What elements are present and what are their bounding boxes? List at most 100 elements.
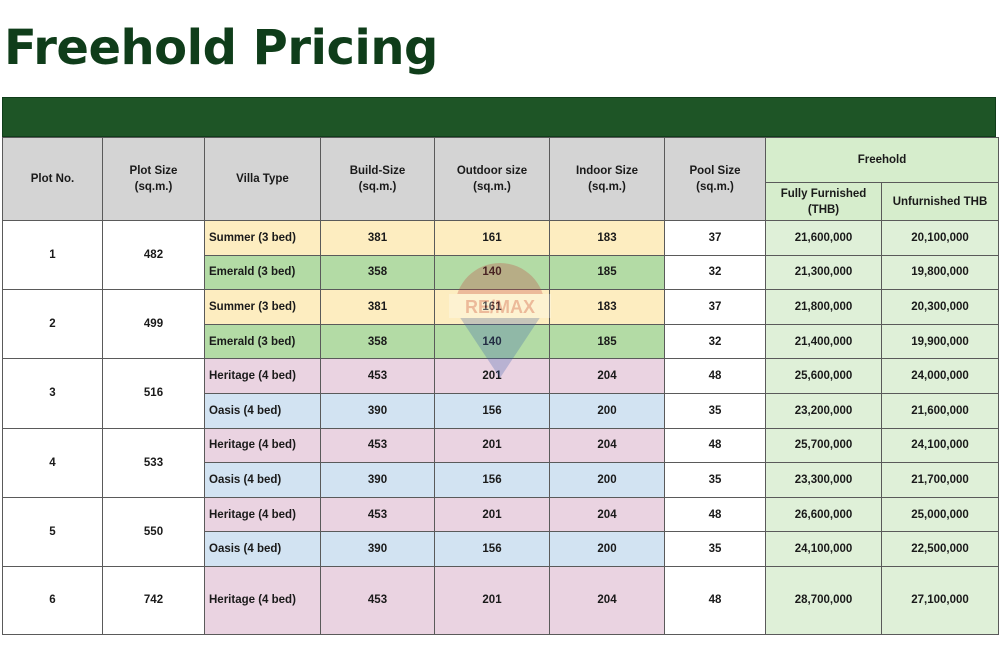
pricing-table: Plot No. Plot Size (sq.m.) Villa Type Bu… <box>2 137 999 635</box>
build-size-cell: 453 <box>320 358 435 394</box>
unfurnished-price-cell: 24,000,000 <box>881 358 999 394</box>
outdoor-size-cell: 201 <box>434 427 550 464</box>
furnished-price-cell: 23,200,000 <box>765 392 882 429</box>
header-plot-no: Plot No. <box>2 137 103 221</box>
header-outdoor-size: Outdoor size (sq.m.) <box>434 137 550 221</box>
furnished-price-cell: 28,700,000 <box>765 565 882 635</box>
plot-size-cell: 516 <box>102 358 205 429</box>
indoor-size-cell: 200 <box>549 462 665 498</box>
outdoor-size-cell: 201 <box>434 358 550 394</box>
header-indoor-size: Indoor Size (sq.m.) <box>549 137 665 221</box>
build-size-cell: 358 <box>320 254 435 291</box>
indoor-size-cell: 204 <box>549 565 665 635</box>
unfurnished-price-cell: 25,000,000 <box>881 496 999 533</box>
build-size-cell: 390 <box>320 531 435 567</box>
outdoor-size-cell: 140 <box>434 323 550 360</box>
header-outdoor-size-label: Outdoor size (sq.m.) <box>456 165 528 193</box>
header-fully-furnished-label: Fully Furnished (THB) <box>780 187 867 216</box>
header-build-size: Build-Size (sq.m.) <box>320 137 435 221</box>
header-pool-size: Pool Size (sq.m.) <box>664 137 766 221</box>
furnished-price-cell: 21,800,000 <box>765 289 882 325</box>
furnished-price-cell: 21,300,000 <box>765 254 882 291</box>
villa-type-cell: Heritage (4 bed) <box>204 427 321 464</box>
villa-type-cell: Oasis (4 bed) <box>204 531 321 567</box>
build-size-cell: 358 <box>320 323 435 360</box>
header-build-size-label: Build-Size (sq.m.) <box>349 165 406 193</box>
header-plot-size-label: Plot Size (sq.m.) <box>129 165 178 193</box>
indoor-size-cell: 183 <box>549 220 665 256</box>
plot-size-cell: 533 <box>102 427 205 498</box>
unfurnished-price-cell: 20,100,000 <box>881 220 999 256</box>
unfurnished-price-cell: 27,100,000 <box>881 565 999 635</box>
unfurnished-price-cell: 21,600,000 <box>881 392 999 429</box>
table-row: Oasis (4 bed) 390 156 200 35 23,200,000 21,600… <box>3 392 999 429</box>
table-row: Oasis (4 bed) 390 156 200 35 24,100,000 22,500… <box>3 531 999 567</box>
furnished-price-cell: 26,600,000 <box>765 496 882 533</box>
villa-type-cell: Summer (3 bed) <box>204 220 321 256</box>
unfurnished-price-cell: 19,900,000 <box>881 323 999 360</box>
table-row: 5 550 Heritage (4 bed) 453 201 204 48 26,600,00… <box>2 496 999 567</box>
indoor-size-cell: 204 <box>549 358 665 394</box>
outdoor-size-cell: 156 <box>434 531 550 567</box>
plot-no-cell: 4 <box>2 427 103 498</box>
villa-type-cell: Emerald (3 bed) <box>204 254 321 291</box>
table-row: 6 742 Heritage (4 bed) 453 201 204 48 28,700,00… <box>2 565 999 635</box>
outdoor-size-cell: 161 <box>434 220 550 256</box>
outdoor-size-cell: 156 <box>434 392 550 429</box>
build-size-cell: 390 <box>320 462 435 498</box>
table-row: 3 516 Heritage (4 bed) 453 201 204 48 25,600,00… <box>2 358 999 429</box>
pool-size-cell: 48 <box>664 496 766 533</box>
header-fully-furnished: Fully Furnished (THB) <box>765 182 882 221</box>
unfurnished-price-cell: 22,500,000 <box>881 531 999 567</box>
plot-no-cell: 1 <box>2 219 103 291</box>
header-pool-size-label: Pool Size (sq.m.) <box>689 165 741 193</box>
furnished-price-cell: 21,400,000 <box>765 323 882 360</box>
header-indoor-size-label: Indoor Size (sq.m.) <box>576 165 638 193</box>
unfurnished-price-cell: 21,700,000 <box>881 462 999 498</box>
villa-type-cell: Oasis (4 bed) <box>204 392 321 429</box>
villa-type-cell: Heritage (4 bed) <box>204 358 321 394</box>
header-villa-type: Villa Type <box>204 137 321 221</box>
pool-size-cell: 35 <box>664 531 766 567</box>
furnished-price-cell: 25,700,000 <box>765 427 882 464</box>
pool-size-cell: 48 <box>664 427 766 464</box>
villa-type-cell: Emerald (3 bed) <box>204 323 321 360</box>
villa-type-cell: Heritage (4 bed) <box>204 565 321 635</box>
plot-size-cell: 482 <box>102 219 205 291</box>
plot-no-cell: 2 <box>2 289 103 360</box>
page-title: Freehold Pricing <box>4 20 438 76</box>
plot-size-cell: 742 <box>102 565 205 635</box>
pool-size-cell: 35 <box>664 462 766 498</box>
indoor-size-cell: 185 <box>549 323 665 360</box>
pool-size-cell: 48 <box>664 358 766 394</box>
build-size-cell: 453 <box>320 427 435 464</box>
outdoor-size-cell: 201 <box>434 565 550 635</box>
indoor-size-cell: 183 <box>549 289 665 325</box>
plot-size-cell: 550 <box>102 496 205 567</box>
furnished-price-cell: 21,600,000 <box>765 220 882 256</box>
table-row: 2 499 Summer (3 bed) 381 161 183 37 21,800,000 2… <box>2 289 999 360</box>
plot-no-cell: 3 <box>2 358 103 429</box>
unfurnished-price-cell: 24,100,000 <box>881 427 999 464</box>
build-size-cell: 381 <box>320 220 435 256</box>
build-size-cell: 453 <box>320 496 435 533</box>
indoor-size-cell: 185 <box>549 254 665 291</box>
pool-size-cell: 37 <box>664 289 766 325</box>
outdoor-size-cell: 140 <box>434 254 550 291</box>
header-unfurnished: Unfurnished THB <box>881 182 999 221</box>
furnished-price-cell: 24,100,000 <box>765 531 882 567</box>
build-size-cell: 390 <box>320 392 435 429</box>
header-plot-size: Plot Size (sq.m.) <box>102 137 205 221</box>
pool-size-cell: 37 <box>664 220 766 256</box>
unfurnished-price-cell: 19,800,000 <box>881 254 999 291</box>
furnished-price-cell: 23,300,000 <box>765 462 882 498</box>
outdoor-size-cell: 161 <box>434 289 550 325</box>
build-size-cell: 453 <box>320 565 435 635</box>
table-row: Emerald (3 bed) 358 140 185 32 21,400,000 19,9… <box>3 323 999 360</box>
build-size-cell: 381 <box>320 289 435 325</box>
plot-no-cell: 5 <box>2 496 103 567</box>
villa-type-cell: Oasis (4 bed) <box>204 462 321 498</box>
table-row: Emerald (3 bed) 358 140 185 32 21,300,000 19,8… <box>3 254 999 291</box>
villa-type-cell: Summer (3 bed) <box>204 289 321 325</box>
pool-size-cell: 32 <box>664 254 766 291</box>
